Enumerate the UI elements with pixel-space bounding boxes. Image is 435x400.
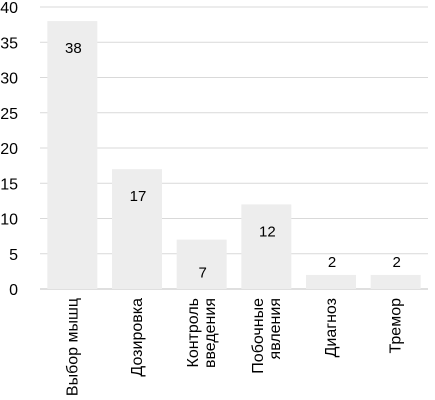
gridlines	[40, 6, 428, 290]
y-tick-label: 25	[0, 106, 18, 123]
y-tick-label: 40	[0, 0, 18, 17]
x-category-label: Побочные явления	[250, 298, 284, 374]
data-label: 17	[130, 188, 147, 205]
data-label: 7	[198, 265, 206, 282]
x-category-label-line: Побочные	[250, 298, 267, 374]
bar	[112, 169, 162, 289]
bar	[370, 274, 421, 289]
x-category-label-line: Тремор	[388, 298, 405, 354]
data-label: 38	[65, 40, 82, 57]
x-category-label-line: введения	[202, 298, 219, 368]
x-category-label: Диагноз	[323, 298, 340, 357]
bars	[47, 21, 421, 289]
x-category-label-line: Диагноз	[323, 298, 340, 357]
x-category-label: Контроль введения	[185, 298, 219, 368]
x-axis-categories: Выбор мышц Дозировка Контроль введения Побоч…	[64, 298, 404, 396]
bar	[47, 21, 98, 289]
y-tick-label: 15	[0, 176, 18, 193]
y-axis-ticks: 0 5 10 15 20 25 30 35 40	[0, 0, 18, 299]
y-tick-label: 35	[0, 35, 18, 52]
data-label: 2	[328, 254, 336, 271]
y-tick-label: 5	[9, 247, 18, 264]
x-category-label-line: явления	[267, 298, 284, 359]
x-category-label-line: Выбор мышц	[64, 298, 81, 396]
x-category-label-line: Контроль	[185, 298, 202, 368]
bar	[176, 239, 227, 289]
y-tick-label: 20	[0, 141, 18, 158]
x-category-label: Дозировка	[129, 298, 146, 377]
y-tick-label: 10	[0, 212, 18, 229]
y-tick-label: 30	[0, 71, 18, 88]
x-category-label: Тремор	[388, 298, 405, 354]
data-labels: 38 17 7 12 2 2	[65, 40, 401, 282]
bar	[241, 204, 292, 289]
data-label: 2	[392, 254, 400, 271]
x-category-label-line: Дозировка	[129, 298, 146, 377]
bar	[306, 274, 356, 289]
data-label: 12	[259, 223, 276, 240]
y-tick-label: 0	[9, 282, 18, 299]
x-category-label: Выбор мышц	[64, 298, 81, 396]
